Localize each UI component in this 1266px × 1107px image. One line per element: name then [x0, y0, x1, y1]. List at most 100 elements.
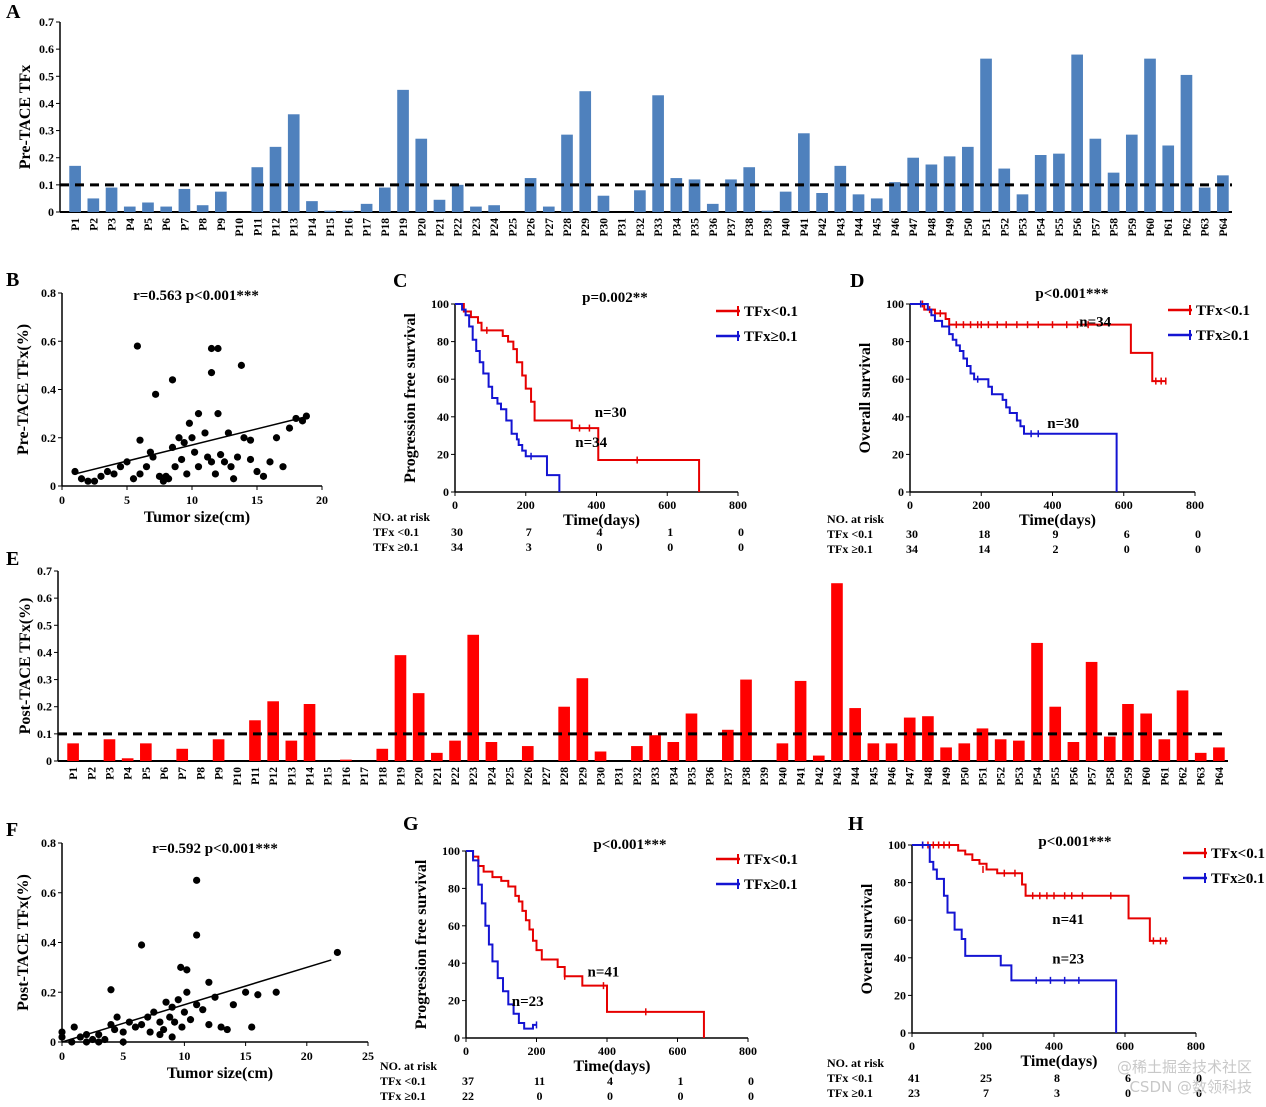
x-tick-label-D: 600	[1115, 498, 1133, 512]
y-tick-label-G: 20	[448, 994, 460, 1008]
bar-E-P40	[776, 743, 789, 761]
km-curve-G-low	[466, 850, 705, 1038]
x-tick-label-A: P13	[289, 218, 301, 237]
x-tick-label-E: P1	[68, 767, 80, 780]
x-tick-label-D: 0	[907, 498, 913, 512]
x-tick-label-A: P51	[981, 218, 993, 237]
scatter-point-F	[174, 996, 182, 1004]
x-tick-label-E: P62	[1178, 767, 1190, 786]
bar-E-P45	[867, 743, 880, 761]
bar-A-P7	[178, 188, 191, 212]
x-tick-label-A: P4	[125, 218, 137, 231]
bar-E-P24	[485, 742, 498, 761]
scatter-point-B	[180, 438, 188, 447]
scatter-point-F	[180, 1008, 188, 1016]
x-tick-label-A: P25	[507, 218, 519, 237]
y-tick-label-E: 0.2	[37, 700, 52, 714]
x-tick-label-G: 0	[463, 1044, 469, 1058]
y-tick-label-F: 0.8	[41, 836, 56, 850]
risk-count-H: 0	[1125, 1086, 1131, 1100]
x-tick-label-A: P17	[362, 218, 374, 237]
scatter-point-B	[240, 434, 248, 442]
risk-count-D: 9	[1053, 527, 1059, 541]
legend-label-H-low: TFx<0.1	[1211, 846, 1265, 862]
x-tick-label-A: P41	[799, 218, 811, 237]
x-tick-label-B: 5	[124, 493, 130, 507]
x-tick-label-E: P43	[832, 767, 844, 786]
bar-A-P64	[1217, 175, 1229, 212]
x-tick-label-A: P23	[471, 218, 483, 237]
x-tick-label-E: P3	[104, 767, 116, 780]
legend-label-H-high: TFx≥0.1	[1211, 871, 1265, 887]
x-tick-label-E: P19	[395, 767, 407, 786]
bar-A-P37	[725, 179, 737, 212]
scatter-point-F	[205, 1020, 213, 1029]
x-tick-label-E: P63	[1196, 767, 1208, 786]
scatter-point-F	[186, 1016, 195, 1024]
x-tick-label-E: P25	[505, 767, 517, 786]
risk-count-D: 2	[1053, 542, 1059, 556]
risk-header-G: NO. at risk	[380, 1059, 437, 1073]
y-tick-label-F: 0	[50, 1035, 56, 1049]
bar-E-P37	[722, 729, 734, 761]
bar-E-P19	[394, 655, 407, 761]
y-tick-label-H: 60	[894, 913, 906, 927]
scatter-point-B	[191, 448, 199, 456]
scatter-point-B	[136, 436, 144, 444]
x-tick-label-H: 200	[974, 1039, 992, 1053]
x-tick-label-A: P21	[434, 218, 446, 237]
bar-E-P5	[140, 743, 152, 761]
bar-E-P21	[431, 752, 443, 761]
scatter-point-F	[156, 1030, 164, 1039]
bar-E-P32	[631, 746, 643, 761]
scatter-point-B	[207, 344, 216, 353]
scatter-point-B	[136, 470, 144, 478]
x-tick-label-E: P61	[1159, 767, 1171, 786]
x-tick-label-A: P43	[835, 218, 847, 237]
x-tick-label-A: P63	[1200, 218, 1212, 237]
bar-A-P32	[634, 190, 646, 212]
n-label-H-low: n=41	[1052, 912, 1084, 928]
x-tick-label-E: P4	[123, 767, 135, 780]
n-label-H-high: n=23	[1052, 951, 1084, 967]
scatter-point-F	[178, 1023, 186, 1031]
legend-label-G-high: TFx≥0.1	[744, 877, 798, 893]
bar-A-P29	[579, 91, 592, 212]
panel-label-C: C	[393, 270, 407, 292]
x-tick-label-A: P60	[1145, 218, 1157, 237]
bar-A-P4	[123, 206, 136, 212]
x-axis-title-B: Tumor size(cm)	[144, 509, 250, 526]
x-tick-label-E: P16	[341, 767, 353, 786]
x-tick-label-A: P8	[198, 218, 210, 231]
y-tick-label-B: 0	[50, 479, 56, 493]
scatter-point-F	[223, 1025, 231, 1034]
x-tick-label-A: P12	[271, 218, 283, 237]
x-tick-label-E: P37	[723, 767, 735, 786]
scatter-point-B	[188, 434, 196, 442]
x-tick-label-A: P54	[1036, 218, 1048, 237]
x-tick-label-C: 400	[588, 498, 606, 512]
scatter-point-B	[207, 369, 216, 377]
x-tick-label-E: P31	[614, 767, 626, 786]
x-tick-label-A: P7	[179, 218, 191, 231]
scatter-point-F	[89, 1035, 97, 1044]
y-tick-label-A: 0.7	[39, 15, 54, 29]
risk-count-C: 0	[597, 540, 603, 554]
bar-E-P42	[812, 755, 825, 761]
x-tick-label-A: P48	[926, 218, 938, 237]
x-tick-label-F: 0	[59, 1049, 65, 1063]
bar-A-P62	[1180, 74, 1193, 212]
scatter-point-B	[194, 410, 203, 418]
x-tick-label-A: P32	[635, 218, 647, 237]
bar-E-P50	[958, 743, 971, 761]
watermark-line-1: @稀土掘金技术社区	[1116, 1058, 1252, 1076]
y-tick-label-A: 0.5	[39, 69, 54, 83]
risk-count-G: 11	[534, 1074, 545, 1088]
chart-title-C: p=0.002**	[582, 290, 648, 306]
risk-count-D: 0	[1195, 527, 1201, 541]
x-tick-label-E: P57	[1087, 767, 1099, 786]
scatter-point-B	[233, 453, 242, 461]
x-tick-label-E: P50	[959, 767, 971, 786]
scatter-point-F	[119, 1028, 127, 1036]
